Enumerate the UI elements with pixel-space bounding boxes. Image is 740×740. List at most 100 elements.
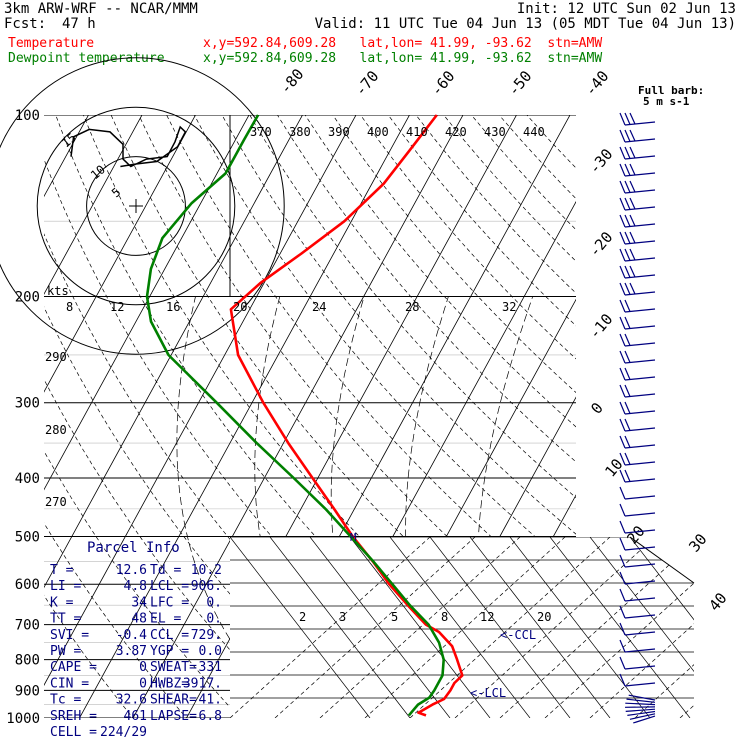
theta-tick-label: 430 bbox=[484, 125, 506, 139]
wind-barb-flag bbox=[624, 163, 631, 176]
wind-barb-flag bbox=[624, 299, 631, 312]
lower-panel-isotherm bbox=[549, 537, 691, 718]
parcel-info-value: 729. bbox=[191, 628, 222, 643]
wind-barb-flag bbox=[619, 129, 626, 143]
isotherm-line bbox=[44, 115, 89, 198]
wind-barb-staff bbox=[624, 597, 656, 602]
wind-barb-flag bbox=[619, 435, 626, 449]
wind-barb-flag bbox=[619, 316, 626, 330]
model-title: 3km ARW-WRF -- NCAR/MMM bbox=[4, 1, 198, 17]
parcel-info-value: 12.6 bbox=[116, 563, 147, 578]
wind-barbs: Full barb:5 m s-1 bbox=[619, 84, 704, 724]
wind-barb-staff bbox=[624, 529, 656, 534]
lower-panel-isotherm bbox=[589, 537, 694, 718]
wind-barb-flag bbox=[624, 129, 631, 142]
lower-panel-adiabat bbox=[544, 537, 694, 718]
m-marker: M bbox=[350, 531, 357, 544]
parcel-info-key: TT = bbox=[50, 612, 81, 627]
lower-panel-bg bbox=[230, 537, 694, 718]
isotherm-tick-label: 30 bbox=[685, 530, 710, 555]
wind-barb-flag bbox=[619, 265, 626, 279]
parcel-info-value: 0. bbox=[206, 595, 222, 610]
parcel-info-value: 6.8 bbox=[199, 709, 222, 724]
wind-barb-flag bbox=[619, 112, 626, 126]
lower-panel-adiabat bbox=[230, 537, 431, 718]
parcel-info-value: 0 bbox=[139, 660, 147, 675]
dry-adiabat bbox=[360, 115, 576, 360]
wind-barb-flag bbox=[619, 299, 626, 313]
pressure-tick-label: 300 bbox=[15, 396, 40, 412]
lower-panel-isotherm bbox=[509, 537, 651, 718]
wind-barb-flag bbox=[624, 316, 631, 329]
hodograph-ring bbox=[86, 156, 186, 256]
wind-barb-staff bbox=[624, 631, 656, 636]
forecast-label: Fcst: bbox=[4, 16, 47, 32]
wind-barb-flag bbox=[619, 571, 626, 585]
hodograph-ring bbox=[0, 57, 285, 355]
isotherm-line bbox=[44, 115, 303, 589]
parcel-info-value: 48 bbox=[131, 612, 147, 627]
wind-barb-flag bbox=[619, 418, 626, 432]
pressure-tick-label: 900 bbox=[15, 683, 40, 699]
isotherm-tick-label: -40 bbox=[581, 67, 612, 99]
parcel-info-panel: Parcel Info T = 12.6 Td = 10.2 LI = 4.8 LCL = 90… bbox=[50, 540, 222, 740]
wind-barb-flag bbox=[619, 486, 626, 500]
hodograph-ring bbox=[36, 106, 236, 306]
dry-adiabat bbox=[44, 450, 241, 718]
lower-panel-adiabat bbox=[634, 537, 694, 718]
parcel-info-key: Tc = bbox=[50, 693, 81, 708]
wind-barb-flag bbox=[619, 503, 626, 517]
wind-barb-flag bbox=[619, 180, 626, 194]
lower-panel-isotherm bbox=[710, 537, 740, 718]
wind-barb-staff bbox=[628, 694, 656, 701]
knot-tick-label: 16 bbox=[166, 300, 180, 314]
dry-adiabat bbox=[332, 115, 576, 393]
isotherm-tick-label: -10 bbox=[585, 310, 616, 342]
wind-barb-staff bbox=[625, 708, 656, 712]
lower-panel-adiabat bbox=[454, 537, 656, 718]
knot-tick-label: 32 bbox=[502, 300, 516, 314]
parcel-info-value: 3.87 bbox=[116, 644, 147, 659]
hodograph-unit-label: kts bbox=[47, 284, 69, 298]
parcel-info-key: SREH = bbox=[50, 709, 97, 724]
wind-barb-flag bbox=[624, 333, 631, 346]
wind-barb-flag bbox=[629, 112, 636, 125]
wind-barb-flag bbox=[624, 112, 631, 125]
parcel-info-key: CIN = bbox=[50, 676, 89, 691]
hodograph-ring-label: 5 bbox=[109, 185, 124, 200]
lower-panel-lines bbox=[230, 537, 740, 718]
sounding-traces: <-CCL <-LCL M bbox=[145, 114, 536, 717]
parcel-info-key: EL = bbox=[150, 612, 181, 627]
pressure-tick-label: 400 bbox=[15, 471, 40, 487]
mixing-ratio-label: 5 bbox=[391, 610, 398, 624]
wind-barb-flag bbox=[619, 452, 626, 466]
wind-barb-flag bbox=[619, 656, 626, 670]
pressure-tick-label: 1000 bbox=[6, 711, 40, 727]
temperature-legend-label: Temperature bbox=[8, 36, 95, 51]
wind-barb-staff bbox=[624, 682, 656, 687]
wind-barb-flag bbox=[624, 265, 631, 278]
wind-barb-flag bbox=[619, 197, 626, 211]
wind-barb-flag bbox=[619, 520, 626, 534]
isotherm-tick-label: -50 bbox=[504, 67, 535, 99]
lower-panel-adiabat bbox=[499, 537, 694, 718]
wind-barb-staff bbox=[625, 702, 656, 706]
parcel-info-key: SVI = bbox=[50, 628, 89, 643]
lower-panel-isotherm bbox=[469, 537, 611, 718]
pressure-tick-label: 500 bbox=[15, 529, 40, 545]
moist-adiabat bbox=[330, 296, 401, 718]
theta-tick-label: 380 bbox=[289, 125, 311, 139]
forecast-hours: 47 h bbox=[62, 16, 96, 32]
parcel-info-value: 10.2 bbox=[191, 563, 222, 578]
wind-barb-flag bbox=[624, 248, 631, 261]
wind-barb-staff bbox=[624, 580, 656, 585]
theta-tick-label: 420 bbox=[445, 125, 467, 139]
parcel-info-value: 0. bbox=[206, 612, 222, 627]
wind-barb-staff bbox=[624, 546, 656, 551]
parcel-info-value: 34 bbox=[131, 595, 147, 610]
lower-panel-edge bbox=[629, 536, 695, 584]
parcel-info-value: 41. bbox=[199, 693, 222, 708]
wind-barb-flag bbox=[619, 384, 626, 398]
wind-barb-staff bbox=[627, 710, 656, 716]
